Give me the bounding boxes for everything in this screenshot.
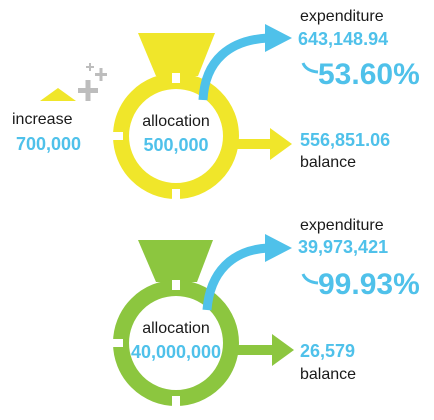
expenditure-label: expenditure: [300, 8, 384, 25]
balance-value: 26,579: [300, 341, 355, 361]
expenditure-value: 39,973,421: [298, 237, 388, 257]
balance-label: balance: [300, 154, 356, 171]
percent-hook: [301, 273, 319, 285]
expenditure-arrow: [198, 24, 292, 101]
increase-triangle: [40, 88, 76, 101]
expenditure-value: 643,148.94: [298, 29, 388, 49]
allocation-bag: [113, 240, 239, 406]
allocation-bag: [113, 33, 239, 199]
expenditure-arrow: [202, 234, 292, 311]
increase-value: 700,000: [16, 134, 81, 154]
allocation-value: 40,000,000: [131, 342, 221, 362]
allocation-label: allocation: [142, 113, 210, 130]
expenditure-percent: 99.93%: [318, 268, 420, 301]
balance-value: 556,851.06: [300, 130, 390, 150]
expenditure-label: expenditure: [300, 217, 384, 234]
balance-label: balance: [300, 366, 356, 383]
balance-arrow: [232, 334, 294, 366]
balance-arrow: [232, 128, 292, 160]
percent-hook: [301, 62, 319, 74]
allocation-value: 500,000: [143, 135, 208, 155]
increase-label: increase: [12, 111, 73, 128]
expenditure-percent: 53.60%: [318, 58, 420, 91]
allocation-label: allocation: [142, 320, 210, 337]
plus-signs: [78, 63, 107, 101]
